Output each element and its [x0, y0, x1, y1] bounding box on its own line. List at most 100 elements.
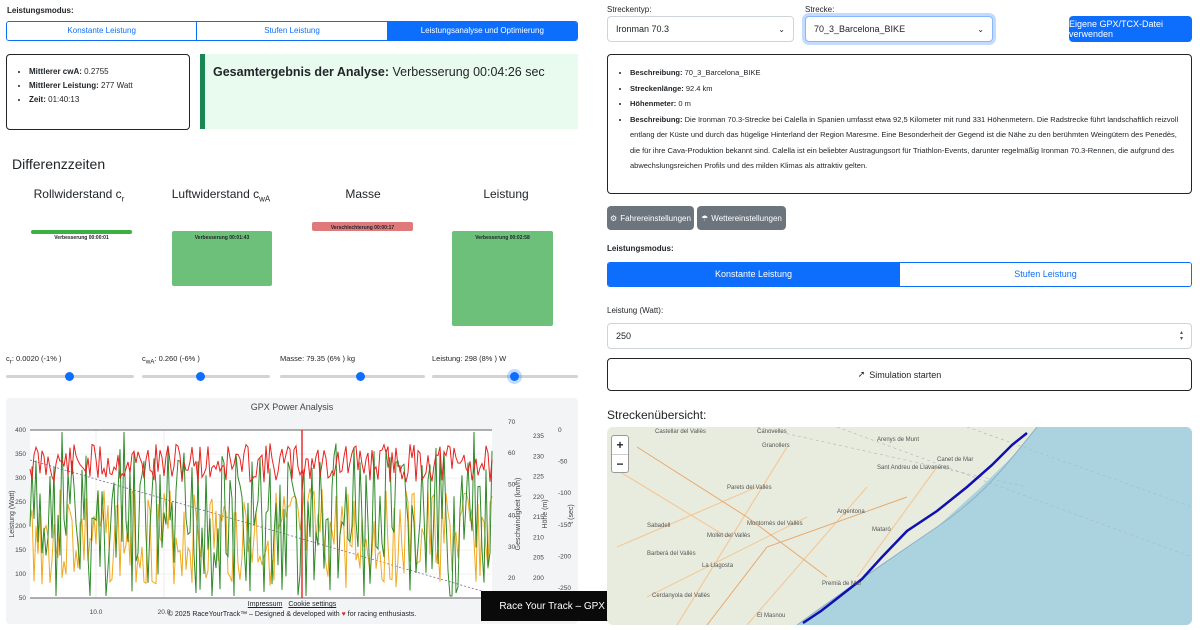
- power-series-line: [29, 442, 493, 483]
- map-place-label: Montornès del Vallès: [747, 521, 803, 527]
- y-tick-time: -150: [558, 522, 571, 529]
- y-tick-speed: 50: [508, 481, 516, 488]
- rider-settings-button[interactable]: ⚙ Fahrereinstellungen: [607, 206, 694, 230]
- col-title-roll: Rollwiderstand cr: [33, 187, 125, 204]
- map-place-label: Castellar del Vallès: [655, 429, 706, 435]
- slider-cwa[interactable]: [142, 372, 270, 381]
- footer-links: Impressum Cookie settings: [6, 600, 578, 610]
- y-tick-power: 200: [15, 523, 26, 530]
- map-roads: [611, 446, 938, 625]
- info-description-long: Beschreibung: Die Ironman 70.3-Strecke b…: [630, 112, 1181, 174]
- copyright: © 2025 RaceYourTrack™ – Designed & devel…: [167, 611, 417, 618]
- tab-constant-power[interactable]: Konstante Leistung: [7, 22, 198, 40]
- y-tick-power: 350: [15, 451, 26, 458]
- track-select[interactable]: 70_3_Barcelona_BIKE ⌄: [805, 16, 993, 42]
- tab-step-power-right[interactable]: Stufen Leistung: [900, 263, 1191, 286]
- y-tick-height: 235: [533, 433, 544, 440]
- y-tick-speed: 60: [508, 450, 516, 457]
- map-place-label: Premià de Mar: [822, 581, 861, 587]
- y-tick-power: 100: [15, 571, 26, 578]
- zoom-control: + −: [611, 435, 629, 473]
- slider-cr-knob[interactable]: [65, 372, 74, 381]
- footer: Impressum Cookie settings © 2025 RaceYou…: [6, 600, 578, 620]
- impressum-link[interactable]: Impressum: [247, 601, 283, 608]
- track-info-box: Beschreibung: 70_3_Barcelona_BIKE Streck…: [607, 54, 1192, 194]
- slider-power[interactable]: [432, 372, 578, 381]
- bar-air: Verbesserung 00:01:43: [172, 231, 272, 286]
- coastline: [796, 427, 1038, 625]
- power-input[interactable]: 250 ▴ ▾: [607, 323, 1192, 349]
- y-tick-height: 200: [533, 575, 544, 582]
- map-place-label: Arenys de Munt: [877, 437, 919, 443]
- map-place-label: La Llagosta: [702, 563, 734, 569]
- track-type-select[interactable]: Ironman 70.3 ⌄: [607, 16, 794, 42]
- slider-cr[interactable]: [6, 372, 134, 381]
- tab-analysis[interactable]: Leistungsanalyse und Optimierung: [387, 22, 577, 40]
- map-place-label: El Masnou: [757, 613, 785, 619]
- y-tick-time: -250: [558, 585, 571, 592]
- track-map[interactable]: Castellar del Vallès Canovelles Granollers…: [607, 427, 1192, 625]
- chevron-down-icon: ⌄: [778, 24, 785, 34]
- y-tick-speed: 40: [508, 513, 516, 520]
- y-tick-time: -100: [558, 490, 571, 497]
- col-title-air: Luftwiderstand cwA: [171, 187, 271, 204]
- chart-ticks: 400 350 300 250 200 150 100 50 70 60 50 40 30 20 235 23…: [15, 419, 571, 616]
- slider-power-knob[interactable]: [510, 372, 519, 381]
- y-tick-speed: 70: [508, 419, 516, 426]
- map-highways: [636, 446, 908, 625]
- map-boundaries: [756, 427, 1192, 558]
- col-title-mass: Masse: [345, 187, 381, 201]
- left-mode-tabs: Konstante Leistung Stufen Leistung Leist…: [6, 21, 578, 41]
- stat-power: Mittlerer Leistung: 277 Watt: [29, 79, 189, 93]
- track-type-label: Streckentyp:: [607, 5, 652, 14]
- map-place-label: Sant Andreu de Llavaneres: [877, 465, 949, 471]
- map-place-label: Cerdanyola del Vallès: [652, 593, 710, 599]
- y-axis-label-height: Höhe (m): [542, 499, 549, 528]
- y-tick-height: 220: [533, 494, 544, 501]
- custom-gpx-button[interactable]: Eigene GPX/TCX-Datei verwenden: [1069, 16, 1192, 42]
- y-tick-time: -50: [558, 459, 568, 466]
- y-tick-power: 250: [15, 499, 26, 506]
- chart-title: GPX Power Analysis: [251, 402, 334, 412]
- y-tick-height: 225: [533, 474, 544, 481]
- slider-mass-knob[interactable]: [356, 372, 365, 381]
- mode-label: Leistungsmodus:: [7, 6, 74, 15]
- map-place-label: Sabadell: [647, 523, 670, 529]
- power-label: Leistung (Watt):: [607, 306, 664, 315]
- stat-time: Zeit: 01:40:13: [29, 93, 189, 107]
- slider-cwa-knob[interactable]: [196, 372, 205, 381]
- gear-icon: ⚙: [610, 213, 618, 223]
- diff-title: Differenzzeiten: [12, 156, 106, 172]
- zoom-out-button[interactable]: −: [616, 457, 624, 471]
- spinner-icon[interactable]: ▴ ▾: [1179, 330, 1183, 342]
- weather-icon: ☂: [701, 213, 709, 223]
- y-axis-label-time: t (sec): [568, 504, 575, 523]
- y-tick-height: 215: [533, 514, 544, 521]
- result-box: Gesamtergebnis der Analyse: Verbesserung…: [200, 54, 578, 129]
- info-description-short: Beschreibung: 70_3_Barcelona_BIKE: [630, 65, 1181, 81]
- map-place-label: Barberà del Vallès: [647, 551, 696, 557]
- y-tick-power: 150: [15, 547, 26, 554]
- slider-label-cwa: cwA: 0.260 (-6% ): [142, 354, 200, 366]
- rocket-icon: ➚: [857, 369, 866, 379]
- cookie-settings-link[interactable]: Cookie settings: [288, 601, 337, 608]
- map-place-label: Canet de Mar: [937, 457, 973, 463]
- chevron-down-icon: ⌄: [977, 24, 984, 34]
- power-input-value: 250: [616, 331, 632, 341]
- zoom-in-button[interactable]: +: [612, 436, 628, 455]
- map-place-label: Parets del Vallès: [727, 485, 772, 491]
- bar-power: Verbesserung 00:02:58: [452, 231, 553, 326]
- y-tick-power: 400: [15, 427, 26, 434]
- bar-roll-label: Verbesserung 00:00:01: [54, 235, 109, 241]
- y-axis-label-power: Leistung (Watt): [9, 490, 16, 537]
- map-place-labels: Castellar del Vallès Canovelles Granollers…: [647, 429, 973, 619]
- slider-label-power: Leistung: 298 (8% ) W: [432, 354, 507, 363]
- y-tick-height: 205: [533, 555, 544, 562]
- map-place-label: Granollers: [762, 443, 790, 449]
- slider-mass[interactable]: [280, 372, 425, 381]
- tab-constant-power-right[interactable]: Konstante Leistung: [608, 263, 900, 286]
- weather-settings-button[interactable]: ☂ Wettereinstellungen: [697, 206, 786, 230]
- stats-list: Mittlerer cwA: 0.2755 Mittlerer Leistung…: [7, 65, 189, 107]
- tab-step-power[interactable]: Stufen Leistung: [197, 22, 388, 40]
- start-simulation-button[interactable]: ➚ Simulation starten: [607, 358, 1192, 391]
